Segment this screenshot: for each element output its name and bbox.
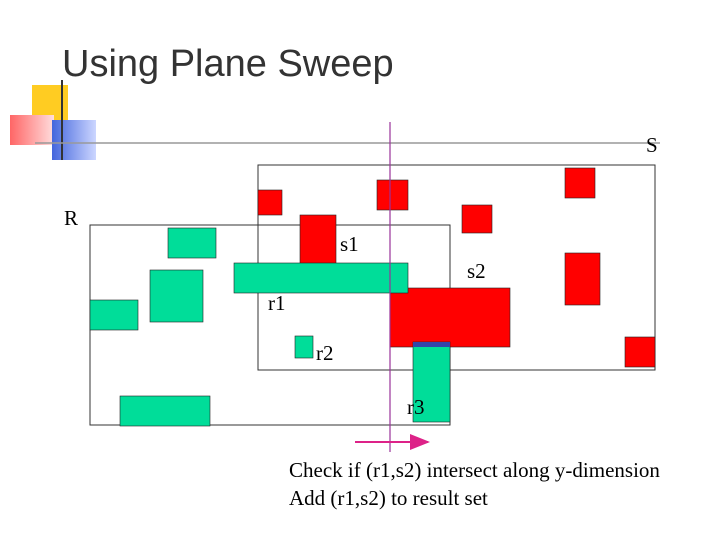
label-r1: r1	[268, 291, 286, 315]
label-s1: s1	[340, 232, 359, 256]
label-r3: r3	[407, 395, 425, 419]
label-s2: s2	[467, 259, 486, 283]
label-s: S	[646, 133, 658, 157]
s-rects	[257, 167, 656, 368]
label-r2: r2	[316, 341, 334, 365]
caption-line: Check if (r1,s2) intersect along y-dimen…	[289, 458, 660, 482]
title: Using Plane Sweep	[62, 43, 394, 85]
decoration	[10, 80, 660, 160]
r-rects	[89, 227, 451, 427]
label-r: R	[64, 206, 78, 230]
caption-line: Add (r1,s2) to result set	[289, 486, 488, 510]
